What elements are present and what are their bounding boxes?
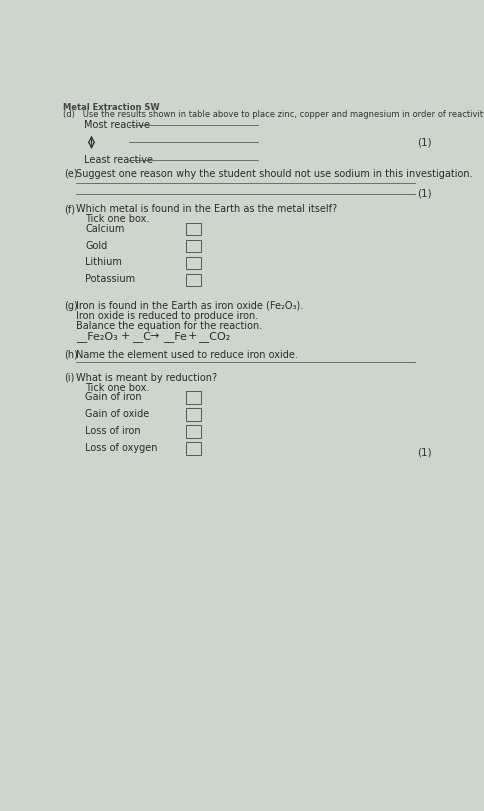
Text: (d)   Use the results shown in table above to place zinc, copper and magnesium i: (d) Use the results shown in table above…	[63, 109, 484, 118]
Text: Iron is found in the Earth as iron oxide (Fe₂O₃).: Iron is found in the Earth as iron oxide…	[76, 301, 303, 311]
Text: (1): (1)	[417, 448, 432, 457]
Text: Gain of oxide: Gain of oxide	[85, 410, 150, 419]
Text: __CO₂: __CO₂	[198, 332, 231, 342]
Bar	[186, 442, 201, 455]
Text: Gain of iron: Gain of iron	[85, 393, 142, 402]
Text: Balance the equation for the reaction.: Balance the equation for the reaction.	[76, 320, 262, 331]
Text: (g): (g)	[64, 301, 78, 311]
Text: Name the element used to reduce iron oxide.: Name the element used to reduce iron oxi…	[76, 350, 298, 360]
Bar	[186, 223, 201, 235]
Text: +: +	[188, 332, 197, 341]
Text: (h): (h)	[64, 350, 78, 360]
Bar	[186, 273, 201, 286]
Text: Iron oxide is reduced to produce iron.: Iron oxide is reduced to produce iron.	[76, 311, 258, 320]
Bar	[186, 409, 201, 421]
Text: Metal Extraction SW: Metal Extraction SW	[63, 103, 159, 112]
Text: (1): (1)	[417, 137, 432, 148]
Text: Potassium: Potassium	[85, 274, 136, 285]
Text: (i): (i)	[64, 373, 75, 383]
Text: Least reactive: Least reactive	[84, 155, 153, 165]
Text: Calcium: Calcium	[85, 224, 125, 234]
Text: __Fe: __Fe	[163, 332, 187, 342]
Text: (f): (f)	[64, 204, 76, 214]
Text: Gold: Gold	[85, 241, 107, 251]
Bar	[186, 425, 201, 438]
Text: Tick one box.: Tick one box.	[85, 214, 150, 225]
Bar	[186, 392, 201, 404]
Text: +: +	[121, 332, 130, 341]
Text: __C: __C	[133, 332, 151, 342]
Text: (1): (1)	[417, 188, 432, 198]
Text: Which metal is found in the Earth as the metal itself?: Which metal is found in the Earth as the…	[76, 204, 337, 214]
Text: What is meant by reduction?: What is meant by reduction?	[76, 373, 217, 383]
Bar	[186, 257, 201, 269]
Text: →: →	[150, 332, 159, 341]
Text: Lithium: Lithium	[85, 257, 122, 268]
Bar	[186, 240, 201, 252]
Text: Loss of oxygen: Loss of oxygen	[85, 443, 158, 453]
Text: Tick one box.: Tick one box.	[85, 383, 150, 393]
Text: Suggest one reason why the student should not use sodium in this investigation.: Suggest one reason why the student shoul…	[76, 169, 472, 179]
Text: (e): (e)	[64, 169, 78, 179]
Text: __Fe₂O₃: __Fe₂O₃	[76, 332, 118, 342]
Text: Loss of iron: Loss of iron	[85, 426, 141, 436]
Text: Most reactive: Most reactive	[84, 120, 150, 131]
